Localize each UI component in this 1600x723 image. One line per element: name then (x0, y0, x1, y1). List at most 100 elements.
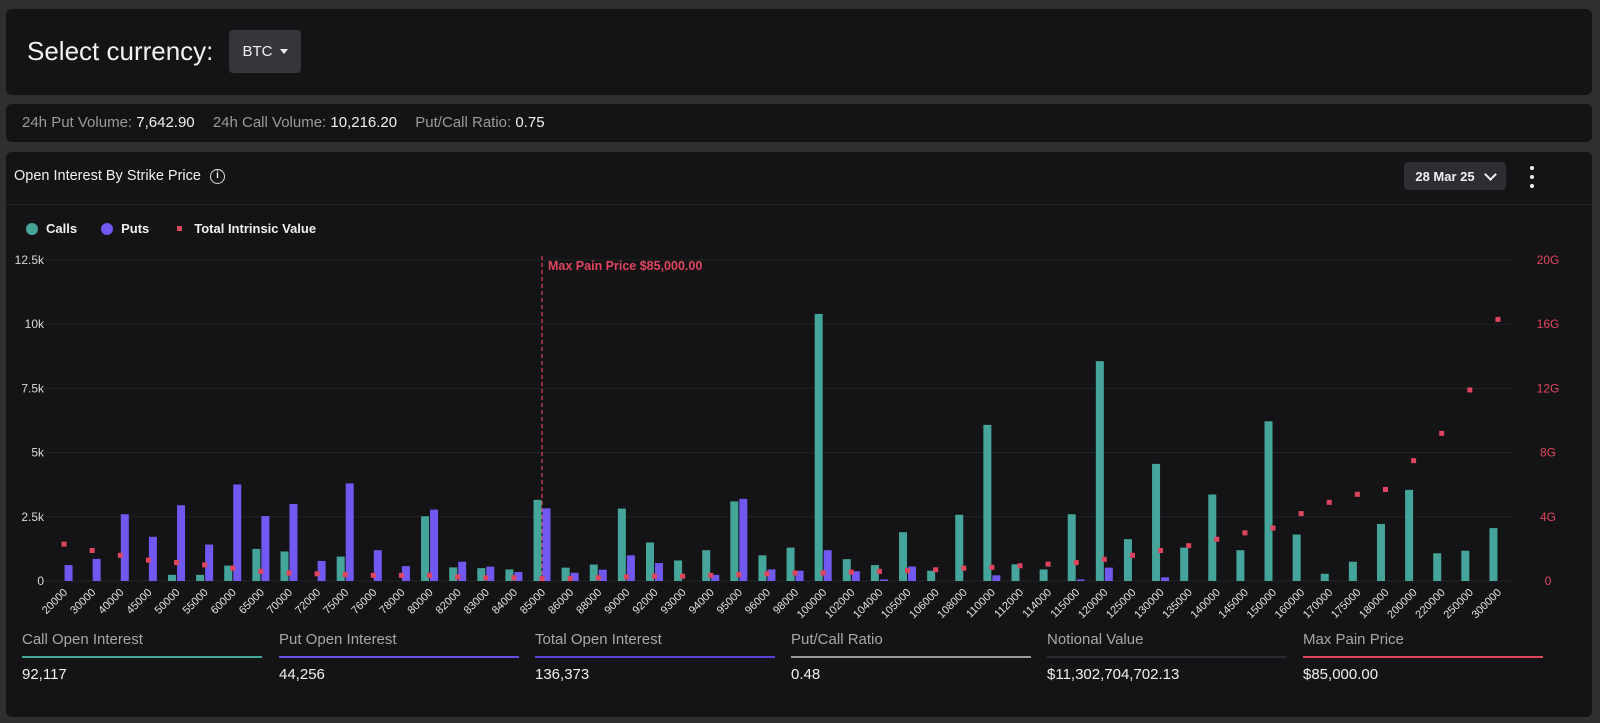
card-title-row: Open Interest By Strike Price i (14, 168, 225, 184)
kebab-menu-icon[interactable] (1525, 166, 1539, 188)
call-bar (196, 574, 205, 581)
intrinsic-value-point (342, 572, 348, 578)
legend-puts[interactable]: Puts (101, 221, 149, 236)
x-tick-label: 300000 (1470, 587, 1504, 621)
call-volume-label: 24h Call Volume: (212, 114, 327, 131)
y-right-tick-label: 4G (1540, 510, 1556, 524)
put-bar (261, 516, 270, 581)
call-bar (533, 499, 542, 581)
x-tick-label: 30000 (68, 587, 98, 617)
put-bar (373, 550, 382, 581)
x-tick-label: 120000 (1076, 587, 1110, 621)
max-pain-label: Max Pain Price $85,000.00 (548, 259, 702, 273)
put-bar (458, 561, 467, 581)
intrinsic-value-point (1326, 499, 1332, 505)
intrinsic-value-point (961, 565, 967, 571)
legend-calls[interactable]: Calls (26, 221, 77, 236)
x-tick-label: 40000 (96, 587, 126, 617)
put-bar (289, 503, 298, 581)
info-icon[interactable]: i (209, 168, 225, 184)
call-volume-value: 10,216.20 (330, 114, 398, 131)
put-bar (430, 509, 439, 581)
x-tick-label: 102000 (823, 587, 857, 621)
summary-value: $85,000.00 (1303, 666, 1379, 683)
call-bar (1152, 463, 1161, 581)
x-tick-label: 72000 (293, 587, 323, 617)
intrinsic-value-point (1242, 530, 1248, 536)
x-tick-label: 92000 (630, 587, 660, 617)
intrinsic-value-point (989, 564, 995, 570)
intrinsic-value-point (1495, 316, 1501, 322)
x-tick-label: 75000 (321, 587, 351, 617)
intrinsic-value-point (736, 572, 742, 578)
intrinsic-value-point (427, 572, 433, 578)
put-bar (317, 560, 326, 581)
x-tick-label: 80000 (406, 587, 436, 617)
call-bar (252, 548, 261, 581)
summary-max-pain: Max Pain Price $85,000.00 (1303, 631, 1543, 683)
intrinsic-swatch (177, 226, 183, 231)
intrinsic-value-point (1467, 387, 1473, 393)
x-tick-label: 112000 (992, 587, 1026, 621)
legend-intrinsic[interactable]: Total Intrinsic Value (173, 221, 316, 236)
open-interest-chart: 0 2.5k 5k 7.5k 10k 12.5k 0 4G 8G 12G 16G 20G Max Pai… (15, 253, 1560, 621)
call-bar (1348, 561, 1357, 581)
intrinsic-value-point (820, 570, 826, 576)
intrinsic-value-point (1073, 560, 1079, 566)
call-bar (730, 501, 739, 581)
intrinsic-value-point (1101, 556, 1107, 562)
intrinsic-value-point (258, 568, 264, 574)
intrinsic-value-point (1017, 563, 1023, 569)
summary-notional: Notional Value $11,302,704,702.13 (1047, 631, 1287, 683)
caret-down-icon (279, 49, 288, 54)
x-tick-label: 90000 (602, 587, 632, 617)
put-bar (654, 563, 663, 581)
call-bar (1011, 564, 1020, 581)
intrinsic-value-point (1186, 543, 1192, 549)
intrinsic-value-point (933, 567, 939, 573)
intrinsic-value-point (1045, 561, 1051, 567)
x-tick-label: 145000 (1217, 587, 1251, 621)
put-bar (908, 566, 917, 581)
x-tick-label: 115000 (1048, 587, 1082, 621)
call-bar (617, 508, 626, 581)
y-left-tick-label: 2.5k (21, 510, 45, 524)
call-bar (955, 514, 964, 581)
x-tick-label: 65000 (237, 587, 267, 617)
intrinsic-value-point (117, 552, 123, 558)
call-bar (1461, 550, 1470, 581)
x-tick-label: 100000 (795, 587, 829, 621)
x-tick-label: 93000 (659, 587, 689, 617)
put-bar (1076, 579, 1085, 581)
x-tick-label: 104000 (851, 587, 885, 621)
put-bar (795, 570, 804, 581)
currency-dropdown[interactable]: BTC (229, 30, 301, 73)
summary-underline (791, 656, 1031, 658)
put-bar (148, 536, 157, 581)
call-bar (477, 568, 486, 581)
call-bar (168, 574, 177, 581)
call-bar (870, 565, 879, 581)
intrinsic-value-point (567, 576, 573, 582)
x-tick-label: 70000 (265, 587, 295, 617)
put-bar (626, 555, 635, 581)
call-bar (814, 313, 823, 581)
x-tick-label: 114000 (1020, 587, 1054, 621)
intrinsic-value-point (708, 572, 714, 578)
intrinsic-value-point (511, 575, 517, 581)
x-tick-label: 50000 (153, 587, 183, 617)
x-tick-label: 175000 (1329, 587, 1363, 621)
card-title: Open Interest By Strike Price (14, 168, 201, 184)
legend-calls-label: Calls (46, 221, 78, 236)
expiry-dropdown[interactable]: 28 Mar 25 (1404, 162, 1506, 190)
y-right-tick-label: 0 (1545, 574, 1552, 588)
x-tick-label: 96000 (743, 587, 773, 617)
y-left-tick-label: 0 (37, 574, 44, 588)
x-tick-label: 180000 (1357, 587, 1391, 621)
intrinsic-value-point (651, 573, 657, 579)
put-bar (879, 579, 888, 581)
select-currency-label: Select currency: (27, 36, 214, 66)
summary-value: 92,117 (22, 666, 67, 683)
intrinsic-value-point (370, 572, 376, 578)
call-bar (899, 532, 908, 581)
